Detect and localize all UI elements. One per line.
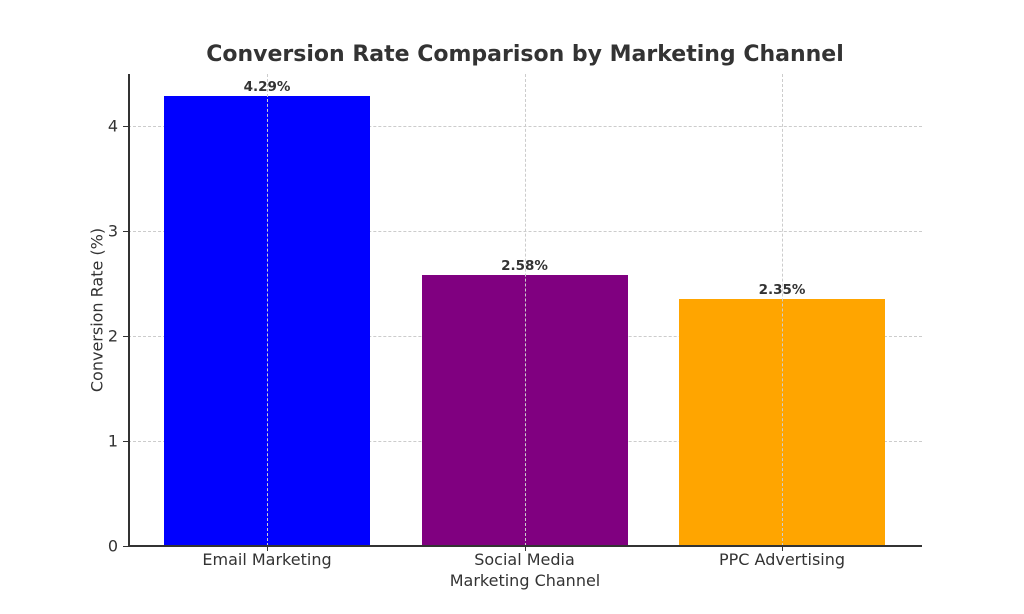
v-gridline [782, 74, 783, 546]
x-axis-line [128, 545, 922, 547]
y-tick-label: 3 [107, 221, 118, 241]
x-tick-mark [524, 546, 526, 551]
y-tick-mark [123, 336, 128, 337]
y-tick-mark [123, 126, 128, 127]
plot-area: 0 1 2 3 4 4.29% Email Marketing 2.58% Social Med… [108, 74, 922, 569]
x-tick-label: Email Marketing [202, 550, 332, 569]
y-tick-mark [123, 231, 128, 232]
y-tick-label: 0 [107, 536, 118, 556]
chart-title: Conversion Rate Comparison by Marketing … [206, 42, 844, 67]
x-tick-label: PPC Advertising [718, 550, 846, 569]
bar-value-label: 2.58% [501, 258, 548, 275]
y-tick-label: 1 [107, 431, 118, 451]
v-gridline [524, 74, 526, 546]
x-tick-mark [267, 546, 268, 551]
y-tick-mark [123, 546, 128, 547]
x-tick-label: Social Media [474, 550, 575, 569]
y-axis-title: Conversion Rate (%) [87, 227, 107, 393]
x-axis-title: Marketing Channel [449, 571, 601, 590]
x-tick-mark [782, 546, 783, 551]
y-axis-line [128, 74, 130, 547]
v-gridline [267, 74, 268, 546]
bar-value-label: 2.35% [758, 282, 806, 299]
y-tick-label: 2 [107, 326, 118, 346]
bar-value-label: 4.29% [243, 78, 291, 95]
y-tick-mark [123, 441, 128, 442]
y-tick-label: 4 [107, 116, 118, 136]
